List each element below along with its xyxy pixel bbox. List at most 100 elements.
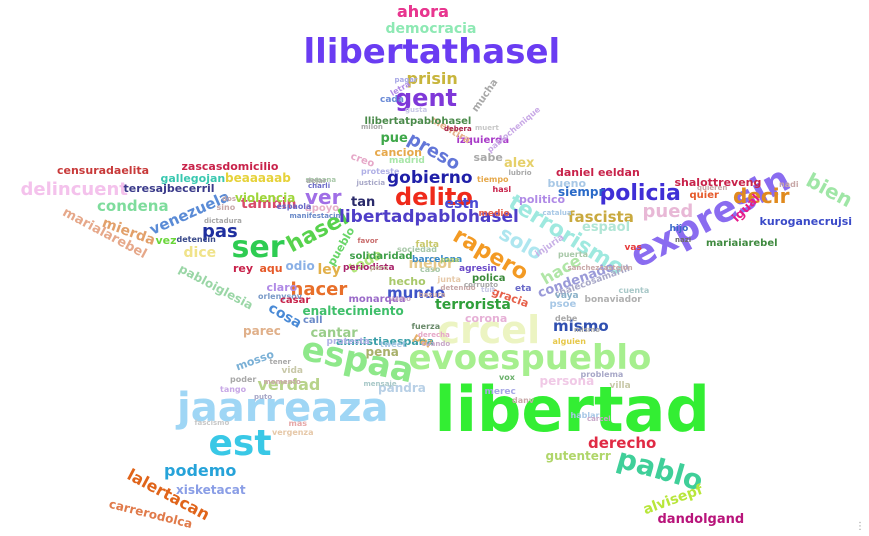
cloud-word: mismo <box>553 316 609 335</box>
cloud-word: quier <box>689 190 719 201</box>
cloud-word: ley <box>317 262 341 278</box>
cloud-word: periodista <box>343 262 395 273</box>
cloud-word: poder <box>230 375 257 384</box>
cloud-word: pagar <box>394 75 418 84</box>
cloud-word: merec <box>484 386 516 397</box>
cloud-word: bien <box>801 167 857 213</box>
cloud-word: problema <box>580 370 624 379</box>
cloud-word: sabe <box>473 150 503 164</box>
cloud-word: tener <box>269 357 291 366</box>
cloud-word: terrorista <box>435 297 511 313</box>
cloud-word: bueno <box>547 176 587 190</box>
cloud-word: call <box>303 315 323 326</box>
cloud-word: beaaaaab <box>225 171 291 185</box>
cloud-word: charli <box>308 181 331 190</box>
cloud-word: bonaviador <box>584 294 642 305</box>
cloud-word: cantar <box>310 325 358 341</box>
cloud-word: pasa <box>440 255 460 264</box>
cloud-word: estn <box>444 196 480 212</box>
cloud-word: manifestacin <box>289 211 341 220</box>
cloud-word: casar <box>280 295 311 306</box>
cloud-word: parec <box>243 324 281 338</box>
cloud-word: dandolgand <box>657 511 745 527</box>
cloud-word: falta <box>415 239 439 250</box>
cloud-word: madrid <box>389 155 425 166</box>
cloud-word: nazi <box>675 235 692 244</box>
cloud-word: delincuent <box>20 179 128 200</box>
cloud-word: pero <box>370 263 389 272</box>
cloud-word: sino <box>216 203 236 212</box>
cloud-word: dictadura <box>204 216 242 225</box>
cloud-word: odio <box>285 259 315 273</box>
cloud-word: kuroganecrujsi <box>759 214 853 228</box>
cloud-word: mucha <box>469 77 500 115</box>
cloud-word: hijo <box>669 223 689 234</box>
cloud-word: ver <box>305 185 342 209</box>
cloud-word: detencin <box>176 235 216 244</box>
cloud-word: junta <box>437 275 461 284</box>
cloud-word: llibertatpablohasel <box>364 116 472 127</box>
cloud-word: izquierda <box>456 135 510 146</box>
cloud-word: vergenza <box>272 428 314 437</box>
cloud-word: mundo <box>387 283 446 302</box>
cloud-word: muert <box>475 123 499 132</box>
cloud-word: semana <box>305 175 337 184</box>
cloud-word: corrupto <box>464 280 499 289</box>
cloud-word: ser <box>231 230 285 265</box>
cloud-word: democracia <box>385 21 477 37</box>
cloud-word: crcel <box>437 308 541 352</box>
cloud-word: vez <box>155 233 177 247</box>
cloud-word: alguien <box>552 337 586 346</box>
resize-grip-icon[interactable]: ⋮ <box>855 521 865 532</box>
cloud-word: polica <box>472 273 506 284</box>
cloud-word: fascista <box>568 207 634 226</box>
cloud-word: caso <box>420 265 441 274</box>
cloud-word: condena <box>97 196 169 215</box>
cloud-word: ahora <box>397 2 449 21</box>
cloud-word: protesta <box>326 336 370 347</box>
cloud-word: solidaridad <box>349 251 413 262</box>
cloud-word: eta <box>515 283 532 294</box>
cloud-word: villa <box>609 380 631 391</box>
cloud-word: xisketacat <box>176 483 246 497</box>
cloud-word: fascismo <box>194 418 230 427</box>
cloud-word: pas <box>202 221 238 242</box>
cloud-word: decir <box>733 184 790 208</box>
cloud-word: cada <box>380 94 404 105</box>
cloud-word: llibertathasel <box>303 32 561 72</box>
cloud-word: podemo <box>164 461 237 480</box>
cloud-word: puerta <box>558 250 589 259</box>
cloud-word: gusta <box>405 105 428 114</box>
cloud-word: mejor <box>408 256 454 272</box>
cloud-word: delito <box>395 183 473 211</box>
cloud-word: debera <box>444 124 472 133</box>
cloud-word: fuerza <box>411 322 441 331</box>
cloud-word: gallegojan <box>160 171 226 185</box>
cloud-word: tweet <box>380 340 406 349</box>
cloud-word: jaarreaza <box>177 385 389 431</box>
cloud-word: orlenysov <box>258 292 302 301</box>
cloud-word: proteste <box>361 167 400 176</box>
cloud-word: est <box>208 423 272 464</box>
cloud-word: espaola <box>276 202 312 211</box>
cloud-word: puto <box>254 392 273 401</box>
cloud-word: politico <box>519 192 566 206</box>
cloud-word: tango <box>220 385 247 394</box>
cloud-word: teresajbecerril <box>123 181 215 195</box>
cloud-word: gutenterr <box>545 449 611 463</box>
cloud-word: mismo <box>574 325 600 334</box>
cloud-word: pena <box>365 345 399 359</box>
cloud-word: sanchezcastejon <box>567 263 633 272</box>
cloud-word: detenido <box>440 283 476 292</box>
cloud-word: carcel <box>587 414 611 423</box>
cloud-word: hacer <box>290 279 348 300</box>
cloud-word: danv <box>512 396 535 405</box>
cloud-word: derecha <box>418 330 450 339</box>
cloud-word: vida <box>281 365 303 376</box>
cloud-word: persona <box>539 374 595 388</box>
cloud-word: espaol <box>582 219 631 235</box>
cloud-word: agresin <box>459 263 497 274</box>
cloud-word: claro <box>266 280 298 294</box>
cloud-word: zascasdomicilio <box>181 159 279 173</box>
